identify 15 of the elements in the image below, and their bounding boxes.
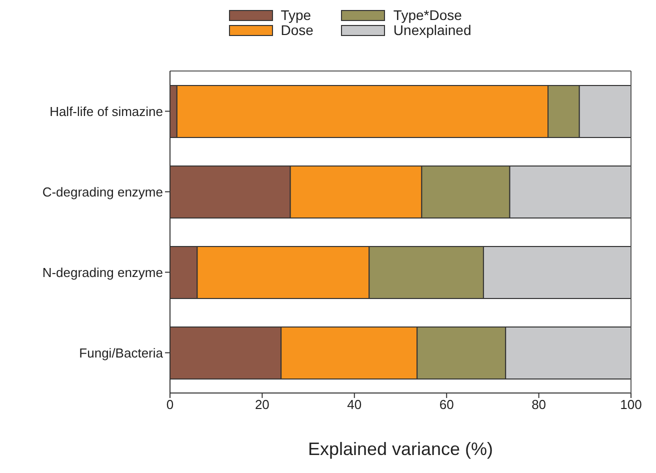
y-tick-label: N-degrading enzyme bbox=[42, 264, 163, 280]
x-axis-title: Explained variance (%) bbox=[308, 439, 494, 459]
x-tick-label: 100 bbox=[620, 397, 642, 412]
legend-label: Dose bbox=[280, 22, 314, 38]
legend-label: Type*Dose bbox=[393, 7, 462, 23]
y-tick-label: C-degrading enzyme bbox=[42, 184, 163, 200]
y-tick-label: Fungi/Bacteria bbox=[79, 345, 164, 360]
y-tick-label: Half-life of simazine bbox=[50, 104, 163, 119]
x-tick-label: 40 bbox=[347, 397, 362, 412]
legend-label: Type bbox=[280, 7, 312, 23]
x-tick-label: 20 bbox=[254, 397, 270, 412]
x-tick-label: 60 bbox=[439, 397, 454, 412]
legend-label: Unexplained bbox=[393, 22, 472, 38]
x-tick-label: 0 bbox=[166, 397, 174, 412]
x-tick-label: 80 bbox=[532, 397, 546, 412]
